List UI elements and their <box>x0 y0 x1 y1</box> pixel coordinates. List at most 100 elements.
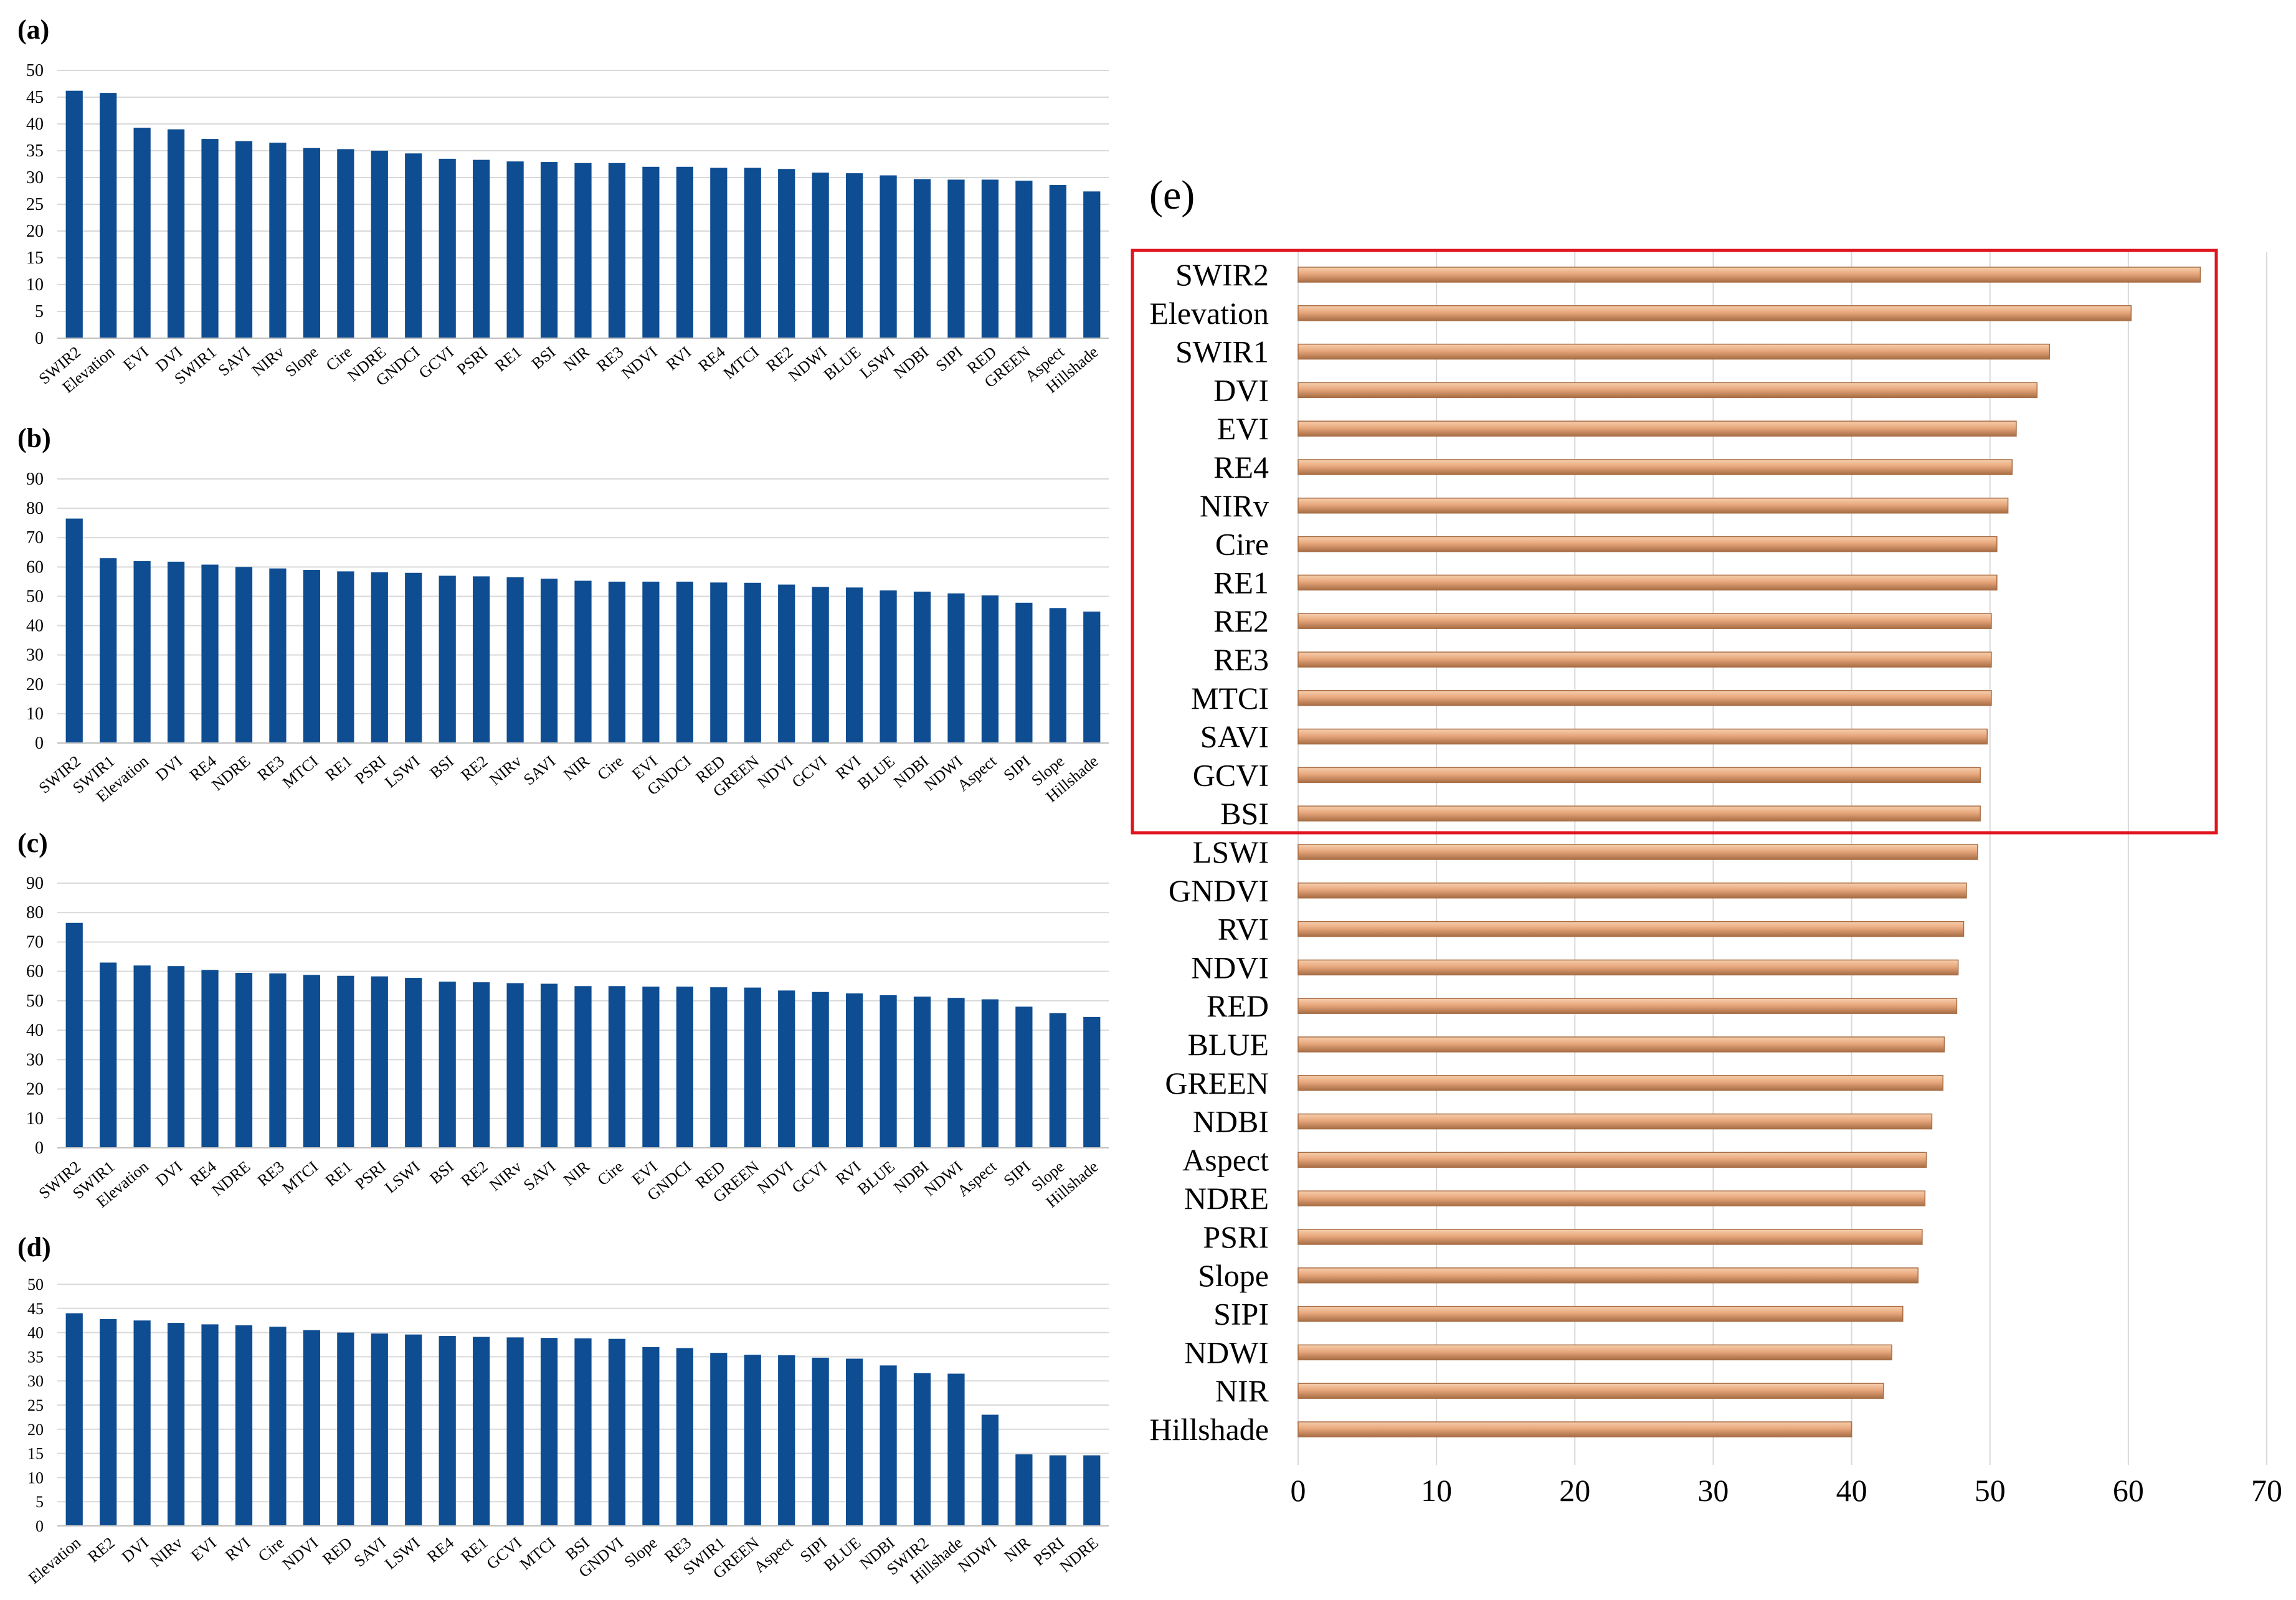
bar-a-13 <box>506 161 524 338</box>
y-tick-label-c-4: 40 <box>26 1021 44 1040</box>
bar-e-22 <box>1297 1113 1933 1130</box>
bar-d-19 <box>710 1353 728 1526</box>
bar-d-11 <box>439 1336 456 1526</box>
y-tick-label-e-17: RVI <box>1218 912 1269 947</box>
bar-d-29 <box>1049 1455 1066 1526</box>
bar-a-7 <box>303 148 320 338</box>
bar-e-5 <box>1297 459 2013 475</box>
bar-e-0 <box>1297 267 2201 283</box>
x-tick-label-e-2: 20 <box>1559 1473 1590 1508</box>
x-tick-label-c-13: NIRv <box>486 1157 525 1194</box>
panel-label-d: (d) <box>17 1232 51 1262</box>
y-tick-label-e-9: RE2 <box>1213 604 1269 638</box>
x-tick-label-c-24: BLUE <box>854 1157 898 1198</box>
x-tick-label-d-0: Elevation <box>25 1533 84 1587</box>
y-tick-label-e-10: RE3 <box>1213 642 1269 677</box>
bar-c-8 <box>337 975 354 1148</box>
x-tick-label-b-28: SIPI <box>1000 752 1034 784</box>
y-tick-label-d-2: 10 <box>27 1469 44 1487</box>
bar-c-18 <box>676 987 693 1148</box>
bar-a-2 <box>133 128 151 338</box>
x-tick-label-b-5: NDRE <box>208 752 254 794</box>
bar-d-0 <box>65 1313 83 1526</box>
x-tick-label-a-12: PSRI <box>453 343 491 379</box>
x-tick-label-d-8: RED <box>319 1533 355 1568</box>
y-tick-label-a-9: 45 <box>26 88 44 107</box>
bar-b-0 <box>65 518 83 743</box>
bar-a-6 <box>269 143 287 338</box>
bar-d-28 <box>1015 1454 1033 1526</box>
y-tick-label-d-7: 35 <box>27 1348 44 1366</box>
bar-b-20 <box>744 582 761 743</box>
bar-d-24 <box>880 1365 897 1526</box>
x-tick-label-a-20: MTCI <box>720 343 762 382</box>
x-tick-label-d-9: SAVI <box>351 1533 390 1570</box>
bar-b-3 <box>167 561 185 743</box>
x-tick-label-c-10: LSWI <box>381 1157 423 1196</box>
bar-e-7 <box>1297 536 1998 552</box>
bar-a-16 <box>608 163 626 338</box>
x-tick-label-d-2: DVI <box>118 1533 152 1566</box>
panel-label-b: (b) <box>17 423 51 453</box>
x-tick-label-a-18: RVI <box>663 343 695 374</box>
bar-e-23 <box>1297 1152 1927 1168</box>
y-tick-label-e-15: LSWI <box>1193 835 1269 869</box>
x-tick-label-d-27: NDWI <box>954 1533 1000 1576</box>
bar-e-27 <box>1297 1305 1904 1322</box>
x-tick-label-d-17: Slope <box>621 1533 661 1571</box>
x-tick-label-e-4: 40 <box>1836 1473 1867 1508</box>
panel-label-e: (e) <box>1149 173 1195 218</box>
bar-c-26 <box>947 998 965 1148</box>
y-tick-label-d-9: 45 <box>27 1300 44 1318</box>
x-tick-label-a-2: EVI <box>120 343 152 374</box>
bar-c-4 <box>201 970 219 1148</box>
bar-e-17 <box>1297 921 1965 937</box>
bar-b-28 <box>1015 602 1033 743</box>
bar-a-14 <box>540 162 558 338</box>
x-tick-label-a-5: SAVI <box>215 343 254 379</box>
bar-b-26 <box>947 593 965 743</box>
x-tick-label-e-5: 50 <box>1975 1473 2006 1508</box>
x-tick-label-b-27: Aspect <box>954 752 1000 795</box>
x-tick-label-b-24: BLUE <box>854 752 898 793</box>
y-tick-label-d-4: 20 <box>27 1421 44 1439</box>
bar-b-10 <box>405 572 422 743</box>
bar-d-14 <box>540 1338 558 1526</box>
bar-d-27 <box>981 1414 999 1526</box>
panel-label-a: (a) <box>17 14 49 45</box>
y-tick-label-b-7: 70 <box>26 528 44 547</box>
y-tick-label-c-6: 60 <box>26 962 44 982</box>
y-tick-label-a-0: 0 <box>35 329 44 348</box>
x-tick-label-b-9: PSRI <box>351 752 389 788</box>
y-tick-label-e-16: GNDVI <box>1169 873 1269 908</box>
y-tick-label-e-7: Cire <box>1215 527 1269 562</box>
x-tick-label-c-5: NDRE <box>208 1157 254 1200</box>
bar-d-25 <box>913 1373 931 1526</box>
y-tick-label-e-2: SWIR1 <box>1175 334 1269 369</box>
x-tick-label-e-6: 60 <box>2113 1473 2144 1508</box>
bar-d-13 <box>506 1337 524 1526</box>
bar-c-12 <box>473 982 490 1148</box>
bar-d-26 <box>947 1373 965 1526</box>
y-tick-label-b-3: 30 <box>26 646 44 665</box>
y-tick-label-c-3: 30 <box>26 1050 44 1069</box>
x-tick-label-c-22: GCVI <box>789 1157 830 1196</box>
bar-a-3 <box>167 129 185 338</box>
bar-b-21 <box>778 584 795 743</box>
x-tick-label-c-3: DVI <box>152 1157 186 1190</box>
y-tick-label-c-1: 10 <box>26 1109 44 1129</box>
bar-d-2 <box>133 1320 151 1526</box>
x-tick-label-d-7: NDVI <box>279 1533 321 1573</box>
bar-b-15 <box>574 580 592 743</box>
bar-a-21 <box>778 169 795 338</box>
bar-b-13 <box>506 577 524 743</box>
bar-b-17 <box>642 581 660 743</box>
bar-e-11 <box>1297 690 1992 706</box>
bar-b-1 <box>100 558 117 743</box>
bar-c-13 <box>506 983 524 1148</box>
bar-c-27 <box>981 999 999 1148</box>
bar-d-22 <box>812 1357 829 1526</box>
bar-a-18 <box>676 166 693 338</box>
bar-b-14 <box>540 579 558 743</box>
